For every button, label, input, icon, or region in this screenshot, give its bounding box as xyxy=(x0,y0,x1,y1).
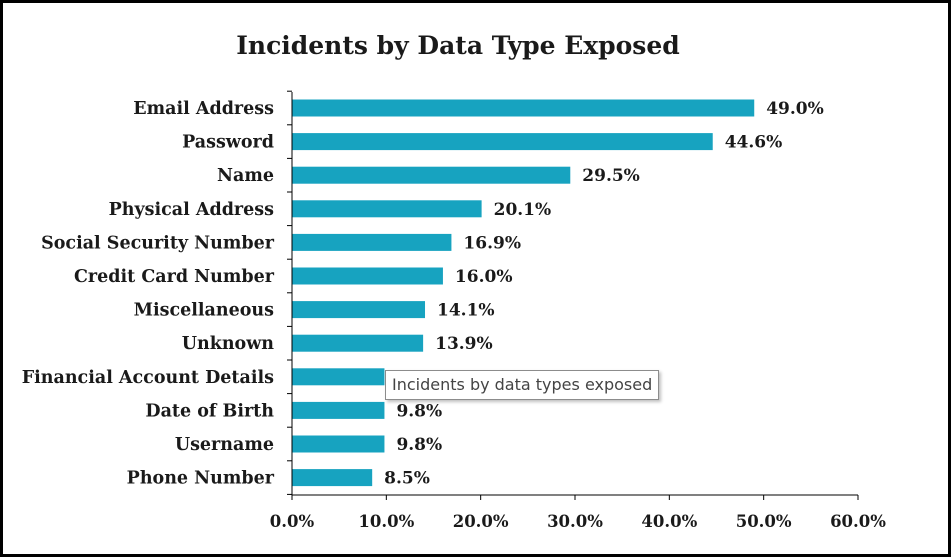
category-label-name: Name xyxy=(217,166,274,186)
category-label-credit-card-number: Credit Card Number xyxy=(74,267,275,287)
bar-social-security-number xyxy=(292,233,452,251)
value-label-email-address: 49.0% xyxy=(766,99,824,119)
category-label-phone-number: Phone Number xyxy=(127,469,275,489)
x-tick-label: 60.0% xyxy=(830,512,886,531)
x-tick-label: 20.0% xyxy=(453,512,509,531)
value-label-social-security-number: 16.9% xyxy=(463,233,521,253)
x-tick-label: 0.0% xyxy=(270,512,315,531)
value-labels: 49.0% 44.6% 29.5% 20.1% 16.9% 16.0% 14.1% 13.9%… xyxy=(384,99,824,489)
value-label-phone-number: 8.5% xyxy=(384,469,430,489)
bar-miscellaneous xyxy=(292,301,426,319)
bar-phone-number xyxy=(292,469,373,487)
bar-date-of-birth xyxy=(292,401,385,419)
category-label-email-address: Email Address xyxy=(133,99,274,119)
axes xyxy=(287,90,859,500)
bar-name xyxy=(292,166,571,184)
category-label-username: Username xyxy=(175,435,274,455)
bar-physical-address xyxy=(292,200,482,218)
x-tick-label: 30.0% xyxy=(547,512,603,531)
category-label-financial-account-details: Financial Account Details xyxy=(22,368,274,388)
value-label-date-of-birth: 9.8% xyxy=(396,401,442,421)
x-tick-label: 40.0% xyxy=(641,512,697,531)
value-label-miscellaneous: 14.1% xyxy=(437,301,495,321)
value-label-unknown: 13.9% xyxy=(435,334,493,354)
category-label-unknown: Unknown xyxy=(182,334,275,354)
bar-email-address xyxy=(292,99,755,117)
x-tick-label: 10.0% xyxy=(358,512,414,531)
value-label-password: 44.6% xyxy=(725,133,783,153)
value-label-credit-card-number: 16.0% xyxy=(455,267,513,287)
category-label-password: Password xyxy=(182,133,274,153)
bar-username xyxy=(292,435,385,453)
chart-title: Incidents by Data Type Exposed xyxy=(236,31,680,60)
value-label-physical-address: 20.1% xyxy=(494,200,552,220)
category-label-date-of-birth: Date of Birth xyxy=(145,401,274,421)
bar-financial-account-details xyxy=(292,368,385,386)
value-label-name: 29.5% xyxy=(582,166,640,186)
bars-group xyxy=(292,99,755,487)
category-label-miscellaneous: Miscellaneous xyxy=(134,301,275,321)
bar-credit-card-number xyxy=(292,267,443,285)
bar-unknown xyxy=(292,334,424,352)
value-label-username: 9.8% xyxy=(396,435,442,455)
category-label-social-security-number: Social Security Number xyxy=(41,233,275,253)
category-labels: Email Address Password Name Physical Addres… xyxy=(22,99,275,489)
category-label-physical-address: Physical Address xyxy=(109,200,275,220)
bar-password xyxy=(292,133,713,151)
x-tick-label: 50.0% xyxy=(736,512,792,531)
tick-labels: 0.0% 10.0% 20.0% 30.0% 40.0% 50.0% 60.0% xyxy=(270,512,886,531)
tooltip: Incidents by data types exposed xyxy=(385,370,660,400)
